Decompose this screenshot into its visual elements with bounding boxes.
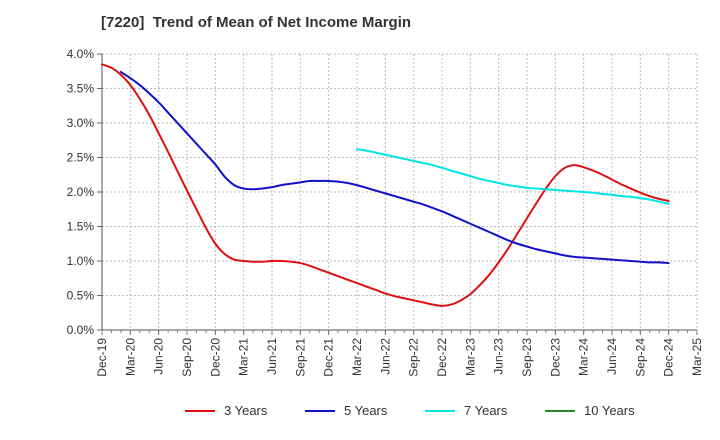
series-line-5-years <box>119 70 670 265</box>
series-line-3-years <box>101 63 670 307</box>
y-tick-label: 3.0% <box>67 116 95 130</box>
y-tick-label: 0.0% <box>67 323 95 337</box>
x-tick-label: Mar-21 <box>237 338 251 376</box>
x-tick-label: Jun-24 <box>605 338 619 375</box>
x-tick-label: Jun-23 <box>492 338 506 375</box>
chart-title: [7220] Trend of Mean of Net Income Margi… <box>101 14 412 31</box>
x-tick-label: Dec-20 <box>208 338 222 377</box>
legend-label: 3 Years <box>224 403 268 418</box>
y-tick-label: 4.0% <box>67 47 95 61</box>
x-tick-label: Dec-21 <box>322 338 336 377</box>
x-tick-label: Mar-22 <box>350 338 364 376</box>
y-tick-label: 1.0% <box>67 254 95 268</box>
legend-label: 7 Years <box>464 403 508 418</box>
legend-label: 5 Years <box>344 403 388 418</box>
x-tick-label: Mar-24 <box>577 338 591 376</box>
x-tick-label: Sep-22 <box>407 338 421 377</box>
x-tick-label: Jun-21 <box>265 338 279 375</box>
x-tick-label: Jun-20 <box>152 338 166 375</box>
x-tick-label: Sep-24 <box>633 338 647 377</box>
y-tick-label: 1.5% <box>67 220 95 234</box>
x-tick-label: Dec-23 <box>548 338 562 377</box>
x-tick-label: Dec-22 <box>435 338 449 377</box>
x-tick-label: Jun-22 <box>378 338 392 375</box>
legend-label: 10 Years <box>584 403 635 418</box>
y-tick-label: 2.5% <box>67 151 95 165</box>
axis-layer: 0.0% 0.5% 1.0% 1.5% 2.0% 2.5% 3.0% 3.5% 4.0% Dec-… <box>67 47 704 377</box>
x-tick-label: Dec-24 <box>662 338 676 377</box>
y-tick-label: 3.5% <box>67 82 95 96</box>
series-line-7-years <box>356 148 670 205</box>
x-tick-label: Sep-20 <box>180 338 194 377</box>
y-tick-label: 0.5% <box>67 289 95 303</box>
x-tick-label: Mar-20 <box>123 338 137 376</box>
legend: 3 Years 5 Years 7 Years 10 Years <box>185 403 635 418</box>
y-tick-label: 2.0% <box>67 185 95 199</box>
x-tick-label: Sep-21 <box>293 338 307 377</box>
x-tick-label: Mar-23 <box>463 338 477 376</box>
grid-layer <box>102 53 698 330</box>
series-layer <box>101 63 670 307</box>
x-tick-label: Sep-23 <box>520 338 534 377</box>
x-tick-label: Mar-25 <box>690 338 704 376</box>
x-tick-label: Dec-19 <box>95 338 109 377</box>
